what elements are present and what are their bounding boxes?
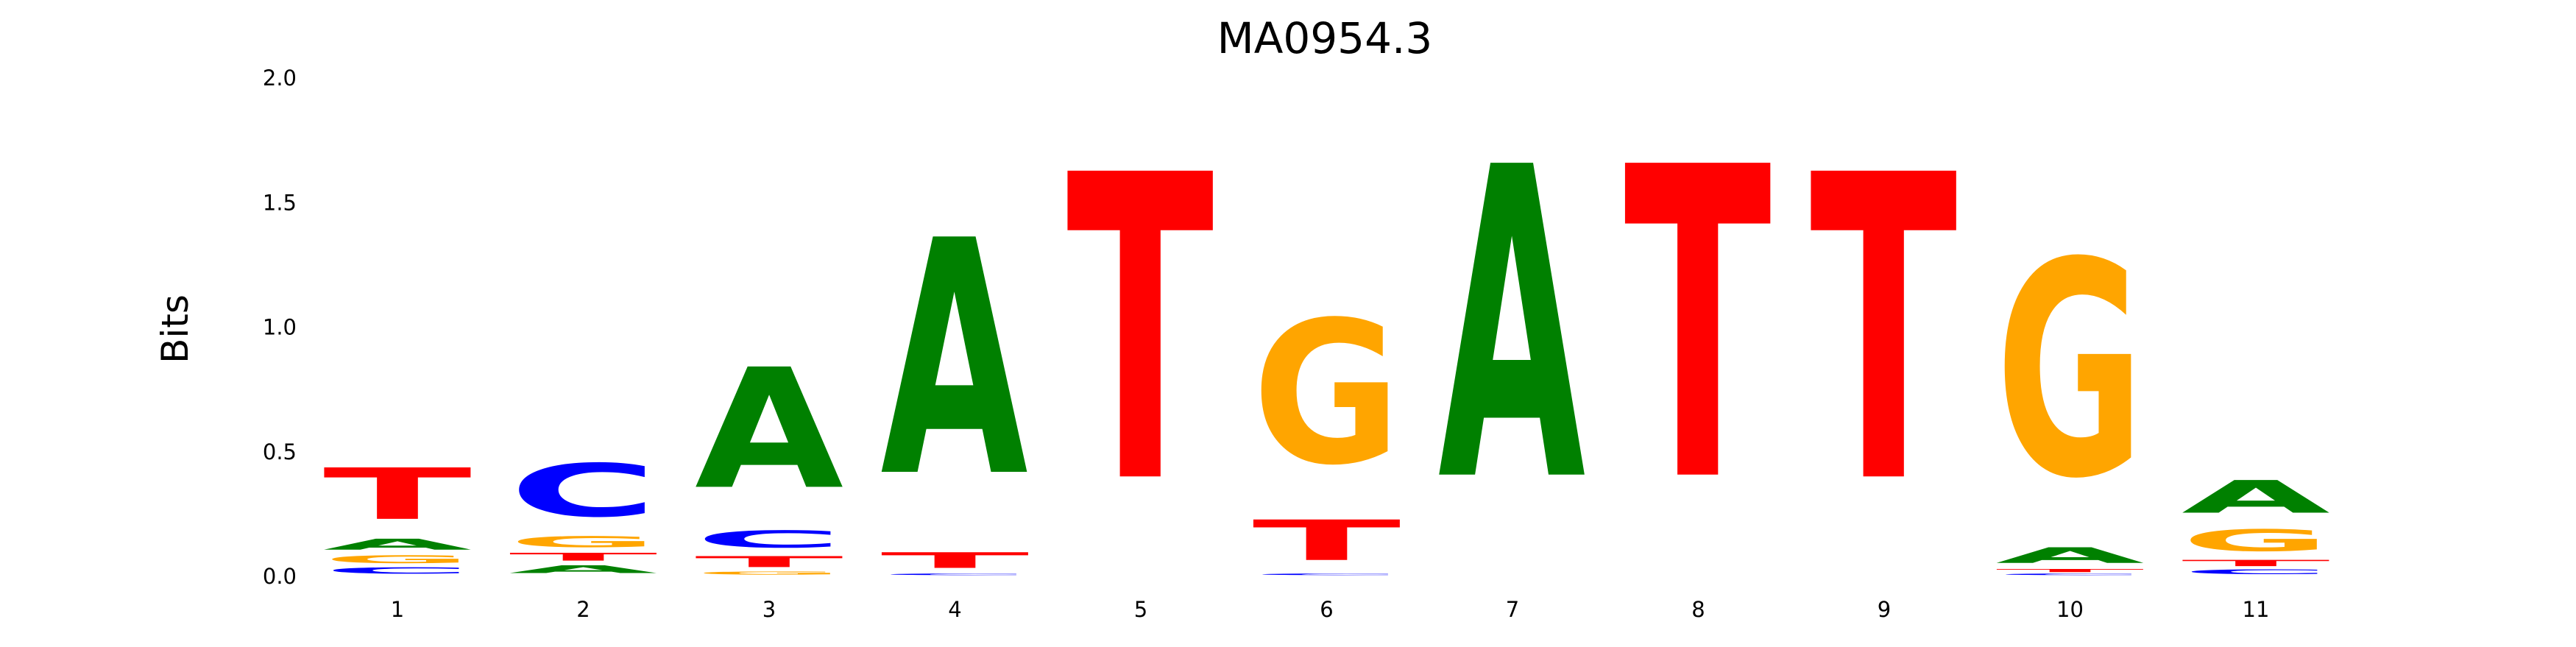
logo-letter-glyph: T <box>509 551 658 563</box>
logo-letter-c: C <box>509 449 657 534</box>
y-axis-label: Bits <box>154 294 197 364</box>
chart-title: MA0954.3 <box>1217 13 1433 63</box>
logo-letter-glyph: G <box>509 534 657 551</box>
logo-letter-c: C <box>323 565 472 576</box>
logo-letter-glyph: T <box>323 453 472 536</box>
logo-letter-glyph: A <box>1438 79 1587 576</box>
x-tick-label: 2 <box>576 597 590 622</box>
x-tick-label: 1 <box>391 597 404 622</box>
logo-letter-glyph: T <box>695 553 843 570</box>
logo-letter-g: G <box>2182 523 2330 558</box>
logo-letter-glyph: A <box>1995 543 2144 568</box>
logo-letter-glyph: C <box>695 526 843 553</box>
logo-letter-glyph: T <box>1066 87 1215 576</box>
x-tick-label: 4 <box>948 597 961 622</box>
logo-letter-c: C <box>880 573 1029 576</box>
logo-letter-g: G <box>695 570 843 576</box>
logo-letter-glyph: C <box>1252 573 1401 576</box>
logo-letter-a: A <box>695 334 843 526</box>
logo-letter-glyph: A <box>323 536 472 554</box>
logo-letter-glyph: C <box>2182 568 2330 576</box>
logo-letter-c: C <box>1252 573 1401 576</box>
logo-letter-glyph: G <box>2182 523 2330 558</box>
logo-letter-c: C <box>695 526 843 553</box>
logo-letter-t: T <box>1624 78 1772 576</box>
logo-letter-g: G <box>509 534 657 551</box>
y-tick-label: 0.0 <box>263 564 297 589</box>
logo-letter-c: C <box>1995 573 2144 576</box>
logo-letter-a: A <box>2182 471 2330 523</box>
logo-letter-t: T <box>323 453 472 536</box>
logo-letter-t: T <box>2182 558 2330 568</box>
y-axis-ticks: 0.0 0.5 1.0 1.5 2.0 <box>263 66 297 589</box>
logo-letter-glyph: A <box>695 334 843 526</box>
logo-letter-g: G <box>323 554 472 566</box>
logo-letter-glyph: G <box>323 554 472 566</box>
logo-letter-glyph: T <box>2182 558 2330 568</box>
y-tick-label: 1.0 <box>263 315 297 340</box>
logo-letter-t: T <box>1066 87 1215 576</box>
logo-letter-glyph: A <box>2182 471 2330 523</box>
logo-letter-glyph: T <box>1810 87 1958 576</box>
x-tick-label: 7 <box>1506 597 1519 622</box>
logo-letter-t: T <box>1995 568 2144 573</box>
x-tick-label: 6 <box>1320 597 1333 622</box>
logo-letter-glyph: T <box>1253 509 1401 573</box>
logo-letter-a: A <box>323 536 472 554</box>
logo-letter-g: G <box>1252 280 1401 509</box>
x-tick-label: 11 <box>2243 597 2270 622</box>
logo-letter-glyph: C <box>1995 573 2144 576</box>
logo-letter-glyph: C <box>880 573 1029 576</box>
y-tick-label: 2.0 <box>263 66 297 91</box>
x-tick-label: 10 <box>2056 597 2084 622</box>
logo-letter-t: T <box>1253 509 1401 573</box>
logo-letter-glyph: A <box>509 563 658 576</box>
logo-letter-t: T <box>695 553 843 570</box>
logo-letter-glyph: G <box>1996 200 2145 544</box>
y-tick-label: 0.5 <box>263 439 297 464</box>
logo-letter-t: T <box>1810 87 1958 576</box>
x-tick-label: 9 <box>1878 597 1891 622</box>
logo-letter-glyph: T <box>1995 568 2144 573</box>
x-axis-ticks: 1 2 3 4 5 6 7 8 9 10 11 <box>391 597 2270 622</box>
x-tick-label: 3 <box>762 597 776 622</box>
logo-letter-g: G <box>1996 200 2145 544</box>
x-tick-label: 5 <box>1134 597 1147 622</box>
logo-letter-glyph: C <box>509 449 657 534</box>
logo-letter-glyph: T <box>1624 78 1772 576</box>
logo-letter-glyph: T <box>880 548 1029 573</box>
logo-letter-t: T <box>880 548 1029 573</box>
logo-letter-glyph: C <box>323 565 472 576</box>
logo-letter-c: C <box>2182 568 2330 576</box>
logo-letter-a: A <box>1438 79 1587 576</box>
logo-letter-a: A <box>880 172 1029 548</box>
logo-letter-a: A <box>1995 543 2144 568</box>
logo-letter-a: A <box>509 563 658 576</box>
logo-letter-glyph: G <box>695 570 843 576</box>
y-tick-label: 1.5 <box>263 190 297 215</box>
logo-letter-glyph: G <box>1252 280 1401 509</box>
logo-letter-t: T <box>509 551 658 563</box>
x-tick-label: 8 <box>1691 597 1705 622</box>
logo-letter-glyph: A <box>880 172 1029 548</box>
